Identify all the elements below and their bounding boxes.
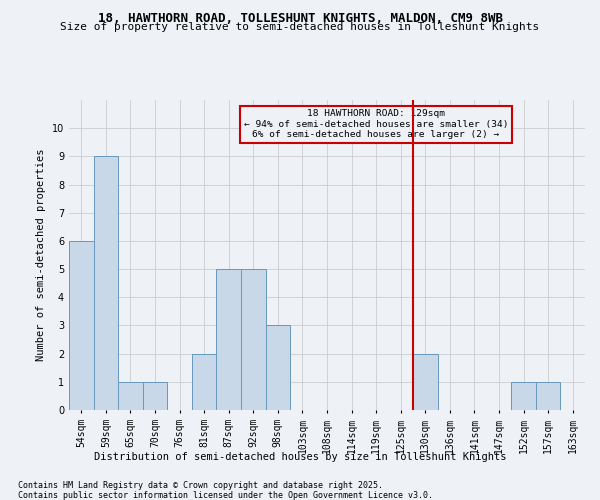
- Bar: [413, 354, 437, 410]
- Y-axis label: Number of semi-detached properties: Number of semi-detached properties: [37, 149, 46, 361]
- Text: Contains public sector information licensed under the Open Government Licence v3: Contains public sector information licen…: [18, 491, 433, 500]
- Bar: [143, 382, 167, 410]
- Bar: [536, 382, 560, 410]
- Text: 18 HAWTHORN ROAD: 129sqm
← 94% of semi-detached houses are smaller (34)
6% of se: 18 HAWTHORN ROAD: 129sqm ← 94% of semi-d…: [244, 110, 508, 139]
- Bar: [94, 156, 118, 410]
- Bar: [192, 354, 217, 410]
- Bar: [511, 382, 536, 410]
- Text: Distribution of semi-detached houses by size in Tolleshunt Knights: Distribution of semi-detached houses by …: [94, 452, 506, 462]
- Bar: [118, 382, 143, 410]
- Bar: [241, 269, 266, 410]
- Text: Contains HM Land Registry data © Crown copyright and database right 2025.: Contains HM Land Registry data © Crown c…: [18, 481, 383, 490]
- Bar: [69, 241, 94, 410]
- Bar: [266, 326, 290, 410]
- Text: Size of property relative to semi-detached houses in Tolleshunt Knights: Size of property relative to semi-detach…: [61, 22, 539, 32]
- Bar: [217, 269, 241, 410]
- Text: 18, HAWTHORN ROAD, TOLLESHUNT KNIGHTS, MALDON, CM9 8WB: 18, HAWTHORN ROAD, TOLLESHUNT KNIGHTS, M…: [97, 12, 503, 26]
